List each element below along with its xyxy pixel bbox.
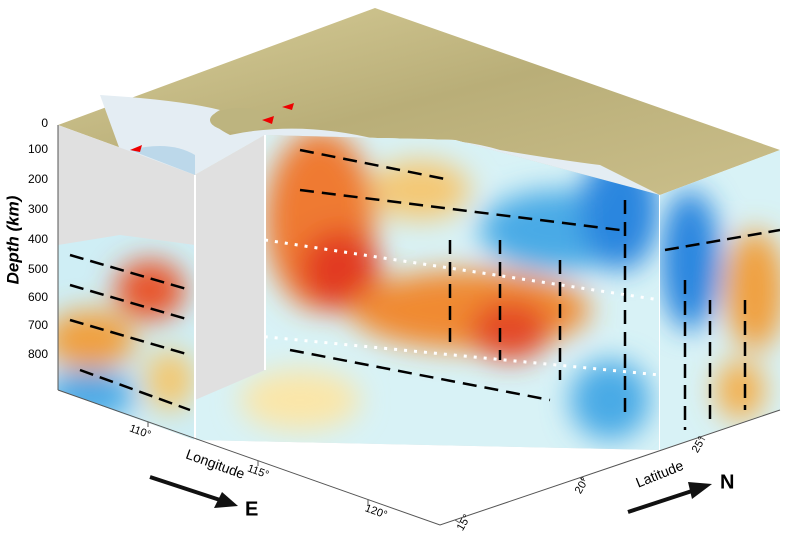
depth-tick-label: 300 bbox=[28, 202, 48, 216]
depth-tick-label: 600 bbox=[28, 290, 48, 304]
latitude-tick-label: 20° bbox=[573, 476, 592, 496]
longitude-tick-label: 110° bbox=[128, 423, 153, 442]
depth-tick-label: 200 bbox=[28, 172, 48, 186]
east-arrow bbox=[149, 475, 238, 508]
east-label: E bbox=[245, 498, 258, 520]
right-section bbox=[660, 150, 780, 450]
front-section bbox=[194, 135, 661, 450]
latitude-axis-label: Latitude bbox=[633, 457, 685, 491]
latitude-tick-label: 15° bbox=[455, 513, 474, 533]
left-section bbox=[58, 125, 195, 440]
map-surface bbox=[58, 8, 780, 195]
longitude-axis-label: Longitude bbox=[184, 446, 247, 482]
north-label: N bbox=[720, 471, 734, 493]
depth-axis: 0 100 200 300 400 500 600 700 800 Depth … bbox=[3, 116, 59, 390]
depth-axis-label: Depth (km) bbox=[3, 195, 22, 284]
base-axes bbox=[57, 389, 781, 526]
depth-tick-label: 800 bbox=[28, 347, 48, 361]
longitude-tick-label: 115° bbox=[246, 463, 271, 482]
depth-tick-label: 400 bbox=[28, 232, 48, 246]
depth-tick-label: 500 bbox=[28, 262, 48, 276]
depth-tick-label: 700 bbox=[28, 318, 48, 332]
depth-tick-label: 100 bbox=[28, 142, 48, 156]
north-arrow bbox=[627, 482, 712, 514]
depth-tick-label: 0 bbox=[41, 116, 48, 130]
